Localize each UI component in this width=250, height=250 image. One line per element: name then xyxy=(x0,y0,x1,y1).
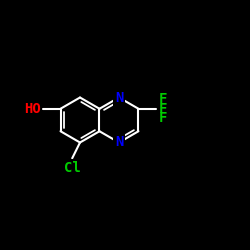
Text: F: F xyxy=(158,102,167,116)
Text: N: N xyxy=(115,90,123,104)
Text: Cl: Cl xyxy=(64,161,80,175)
Text: HO: HO xyxy=(24,102,40,116)
Text: N: N xyxy=(115,136,123,149)
Text: F: F xyxy=(158,111,167,125)
Text: F: F xyxy=(158,92,167,106)
